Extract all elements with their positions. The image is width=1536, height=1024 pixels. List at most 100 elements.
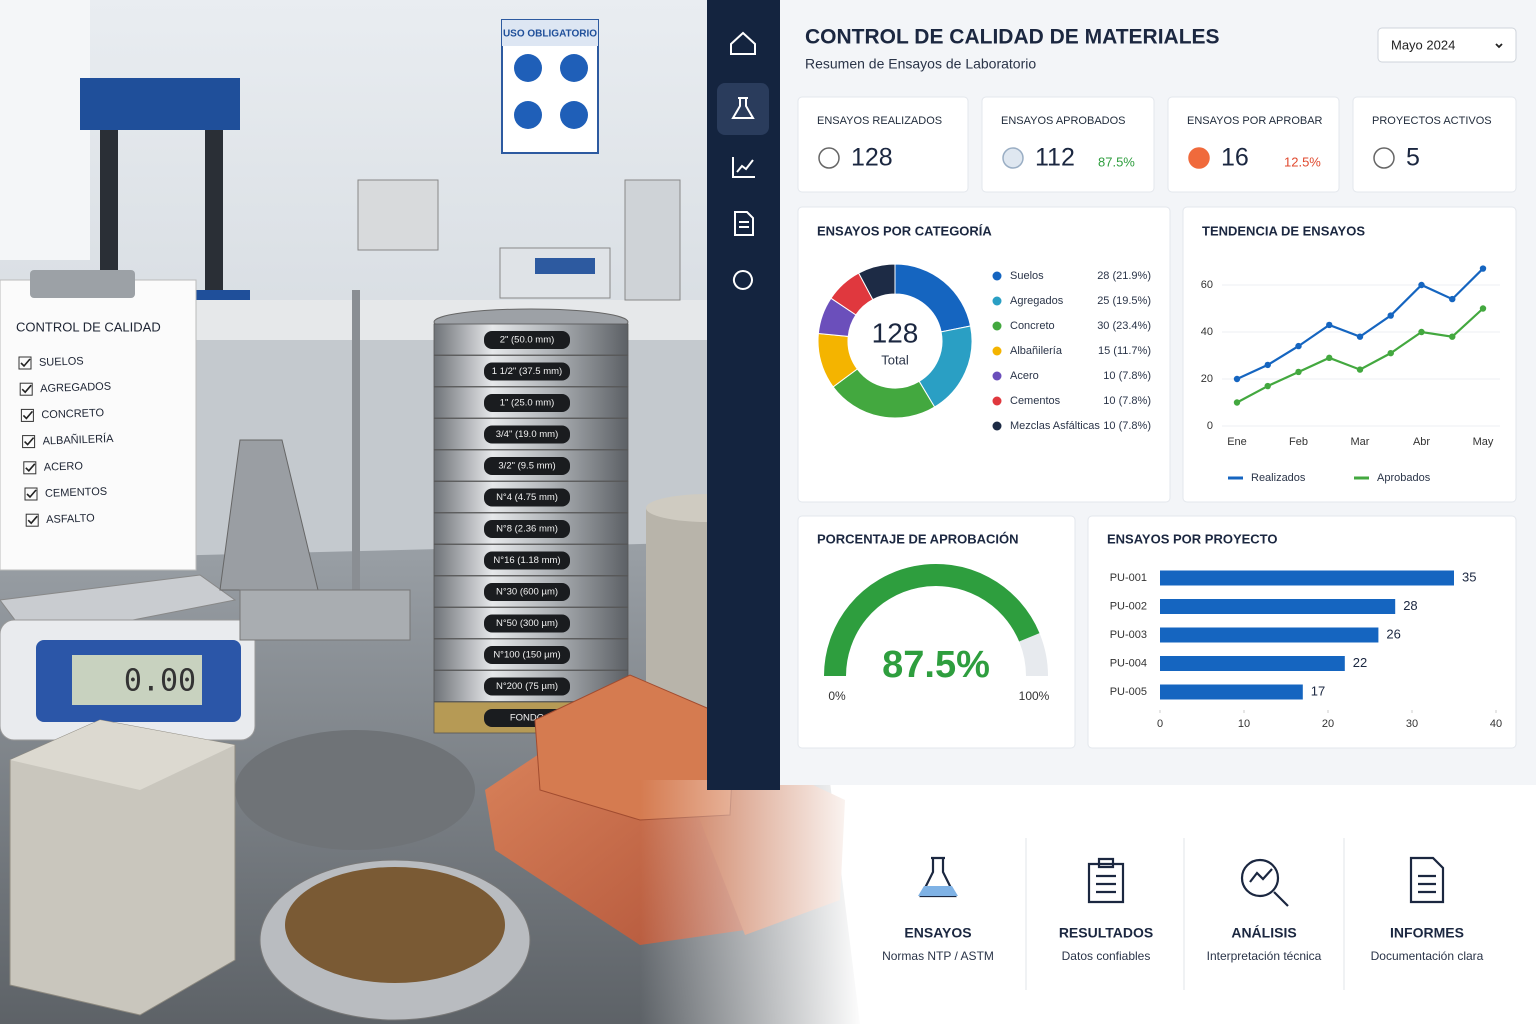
gauge-value — [824, 564, 1040, 677]
sieve-label: 1" (25.0 mm) — [500, 398, 555, 409]
sieve-label: 3/2" (9.5 mm) — [498, 461, 555, 472]
checkbox — [23, 461, 37, 475]
y-tick-label: 20 — [1201, 373, 1213, 385]
series-point — [1326, 354, 1333, 362]
legend-label: Acero — [1010, 370, 1039, 382]
device — [357, 179, 439, 251]
feature-icon — [1409, 856, 1445, 904]
nav-icon[interactable] — [730, 31, 756, 55]
series-point — [1326, 321, 1333, 329]
sieve-tag — [484, 394, 570, 412]
checkmark — [24, 437, 35, 446]
value-label: 26 — [1386, 626, 1400, 641]
period-select[interactable] — [1377, 27, 1517, 63]
card — [1167, 96, 1340, 193]
sign-text: USO OBLIGATORIO — [503, 29, 597, 40]
select-arrow — [1495, 43, 1503, 49]
clipboard-item: ASFALTO — [46, 512, 95, 526]
clipboard-clip — [30, 270, 135, 298]
feature-title: RESULTADOS — [1059, 925, 1153, 941]
sieve-label: N°200 (75 µm) — [496, 681, 558, 692]
series-point — [1295, 368, 1302, 376]
checkmark — [21, 384, 32, 394]
y-tick-label: 0 — [1207, 420, 1213, 432]
y-tick-label: PU-001 — [1110, 572, 1147, 584]
nav-icon[interactable] — [731, 97, 755, 119]
sieve-label: N°30 (600 µm) — [496, 587, 558, 598]
checkbox — [24, 487, 38, 501]
clipboard-item: AGREGADOS — [40, 381, 111, 395]
sieve-label: FONDO — [510, 713, 544, 724]
kpi-percent: 87.5% — [1098, 154, 1135, 169]
bar — [1160, 599, 1396, 614]
feature-subtitle: Documentación clara — [1371, 949, 1484, 963]
legend-dot — [992, 346, 1002, 356]
cube-top — [10, 720, 235, 790]
nav-icon[interactable] — [732, 270, 753, 290]
dashboard-subtitle: Resumen de Ensayos de Laboratorio — [805, 56, 1036, 72]
kpi-label: ENSAYOS APROBADOS — [1001, 115, 1126, 127]
stand-base — [239, 589, 411, 641]
kpi-icon — [1373, 147, 1395, 169]
sign-icon — [560, 54, 588, 82]
donut-slice — [858, 263, 896, 301]
value-label: 28 (21.9%) — [1097, 270, 1151, 282]
series-point — [1449, 295, 1456, 303]
legend-label: Concreto — [1010, 320, 1055, 332]
card — [797, 515, 1076, 749]
x-tick-label: May — [1473, 436, 1494, 448]
sieve-tag — [484, 331, 570, 349]
card — [797, 96, 969, 193]
sign-band — [502, 20, 598, 46]
feature-subtitle: Normas NTP / ASTM — [882, 949, 994, 963]
y-tick-label: 40 — [1201, 326, 1213, 338]
sieve-tag — [484, 551, 570, 570]
legend-dot — [992, 371, 1002, 381]
feature-title: ANÁLISIS — [1231, 925, 1296, 941]
sieve — [433, 355, 629, 387]
scale-lcd — [72, 655, 202, 705]
bar — [1160, 627, 1379, 643]
sieve-label: N°4 (4.75 mm) — [496, 492, 558, 503]
sieve-tag — [484, 457, 570, 475]
donut-total-label: Total — [881, 352, 909, 367]
press-column — [100, 130, 118, 310]
kpi-value: 5 — [1406, 144, 1420, 172]
series-point — [1233, 399, 1241, 406]
bar — [1160, 656, 1345, 671]
kpi-value: 112 — [1035, 144, 1075, 172]
series-point — [1264, 361, 1271, 369]
value-label: 22 — [1353, 655, 1367, 670]
x-tick-label: 30 — [1406, 718, 1418, 730]
clipboard-item: CONCRETO — [41, 407, 105, 421]
gauge-tick-label: 0% — [828, 689, 846, 703]
nav-icon[interactable] — [734, 211, 754, 236]
legend-label: Realizados — [1251, 472, 1306, 484]
card — [1352, 96, 1517, 193]
sieve-label: N°16 (1.18 mm) — [493, 555, 560, 566]
nav-active — [717, 83, 769, 135]
value-label: 15 (11.7%) — [1098, 345, 1151, 357]
legend-dot — [992, 396, 1002, 406]
value-label: 28 — [1403, 598, 1417, 613]
gauge-tick-label: 100% — [1019, 689, 1050, 703]
bar — [1160, 570, 1454, 586]
chart-title: PORCENTAJE DE APROBACIÓN — [817, 531, 1019, 546]
rod — [352, 290, 360, 590]
window — [0, 0, 90, 260]
legend-dot — [992, 321, 1002, 331]
legend-label: Aprobados — [1377, 472, 1431, 484]
feature-icon-fill — [918, 886, 958, 896]
nav-icon[interactable] — [732, 157, 755, 178]
legend-label: Albañilería — [1010, 345, 1063, 357]
chart-title: ENSAYOS POR CATEGORÍA — [817, 223, 992, 238]
x-tick-label: 40 — [1490, 718, 1502, 730]
chart-title: ENSAYOS POR PROYECTO — [1107, 531, 1278, 546]
sieve-label: N°8 (2.36 mm) — [496, 524, 558, 535]
scale-display: 0.00 — [124, 664, 196, 699]
series-point — [1418, 281, 1425, 289]
legend-label: Mezclas Asfálticas — [1010, 420, 1100, 432]
sieve-tag — [484, 583, 570, 601]
